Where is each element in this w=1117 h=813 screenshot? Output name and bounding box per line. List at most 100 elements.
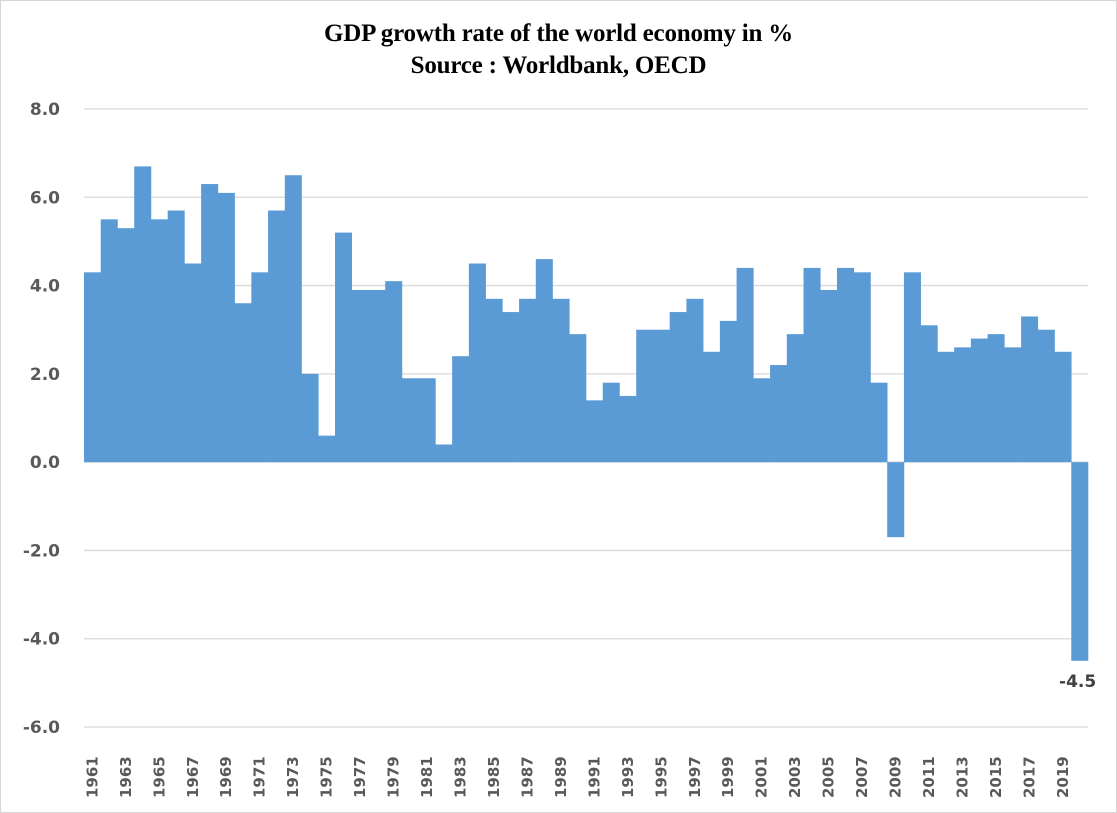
bar-1981 [418, 378, 436, 463]
y-tick-label: 0.0 [30, 453, 60, 473]
bar-1998 [703, 351, 721, 463]
bar-1966 [167, 210, 185, 463]
bar-1977 [351, 289, 369, 463]
bar-1971 [251, 272, 269, 463]
bar-2011 [920, 325, 938, 463]
bar-1969 [217, 192, 235, 463]
x-tick-label: 2013 [954, 756, 972, 798]
x-tick-label: 2003 [786, 756, 804, 798]
bar-2015 [987, 334, 1005, 463]
x-tick-label: 1983 [452, 756, 470, 798]
bar-2010 [903, 272, 921, 463]
x-tick-label: 1987 [518, 756, 536, 798]
bar-2008 [870, 382, 888, 463]
bar-1988 [535, 259, 553, 463]
bar-2004 [803, 267, 821, 463]
x-tick-label: 2005 [820, 756, 838, 798]
bar-1997 [686, 298, 704, 463]
y-tick-label: 4.0 [30, 277, 60, 297]
bar-2019 [1054, 351, 1072, 463]
bar-1987 [519, 298, 537, 463]
x-tick-label: 1981 [418, 756, 436, 798]
x-tick-label: 1989 [552, 756, 570, 798]
chart-title: GDP growth rate of the world economy in … [323, 20, 794, 47]
bar-1963 [117, 228, 135, 463]
chart-subtitle: Source : Worldbank, OECD [410, 52, 707, 79]
bar-2009 [887, 462, 905, 538]
bar-1992 [602, 382, 620, 463]
bar-1962 [100, 219, 118, 463]
x-tick-label: 1999 [719, 756, 737, 798]
bar-1976 [335, 232, 353, 463]
bar-1968 [201, 184, 219, 463]
bar-1984 [468, 263, 486, 463]
bar-2020 [1071, 462, 1089, 661]
bar-1991 [586, 400, 604, 463]
bar-2000 [736, 267, 754, 463]
bar-1970 [234, 303, 252, 463]
x-tick-label: 1965 [150, 756, 168, 798]
bar-1961 [84, 272, 102, 463]
x-tick-label: 2017 [1020, 756, 1038, 798]
data-labels: -4.5 [1059, 672, 1096, 692]
x-tick-label: 2007 [853, 756, 871, 798]
bar-1994 [636, 329, 654, 463]
bar-1975 [318, 435, 336, 463]
bar-1964 [134, 166, 152, 463]
bar-2012 [937, 351, 955, 463]
x-tick-label: 1985 [485, 756, 503, 798]
y-tick-label: -4.0 [23, 630, 60, 650]
data-label: -4.5 [1059, 672, 1096, 692]
x-tick-label: 1963 [117, 756, 135, 798]
y-tick-label: -6.0 [23, 718, 60, 738]
bar-2002 [770, 365, 788, 463]
bar-1982 [435, 444, 453, 463]
x-axis: 1961 1963 1965 1967 1969 1971 1973 1975 1977 1979… [83, 756, 1072, 798]
bar-1985 [485, 298, 503, 463]
x-tick-label: 2011 [920, 756, 938, 798]
bar-1967 [184, 263, 202, 463]
bar-1983 [452, 356, 470, 463]
x-tick-label: 1973 [284, 756, 302, 798]
x-tick-label: 1969 [217, 756, 235, 798]
y-axis: 8.0 6.0 4.0 2.0 0.0 -2.0 -4.0 -6.0 [23, 100, 60, 738]
bar-2005 [820, 289, 838, 463]
bar-1995 [652, 329, 670, 463]
bar-2018 [1037, 329, 1055, 463]
bar-2001 [753, 378, 771, 463]
bar-2013 [954, 347, 972, 463]
bar-2006 [837, 267, 855, 463]
x-tick-label: 1991 [585, 756, 603, 798]
bar-1996 [669, 312, 687, 463]
x-tick-label: 1997 [686, 756, 704, 798]
bar-2014 [970, 338, 988, 463]
x-tick-label: 1993 [619, 756, 637, 798]
x-tick-label: 1967 [184, 756, 202, 798]
bar-1965 [150, 219, 168, 463]
bar-1978 [368, 289, 386, 463]
x-tick-label: 1975 [318, 756, 336, 798]
bar-2007 [853, 272, 871, 463]
x-tick-label: 2001 [753, 756, 771, 798]
bar-2017 [1021, 316, 1039, 463]
x-tick-label: 2015 [987, 756, 1005, 798]
bar-1986 [502, 312, 520, 463]
bar-1993 [619, 395, 637, 463]
x-tick-label: 1977 [351, 756, 369, 798]
y-tick-label: -2.0 [23, 541, 60, 561]
bar-1999 [719, 320, 737, 463]
x-tick-label: 1995 [652, 756, 670, 798]
bar-1974 [301, 373, 319, 463]
bar-1973 [284, 175, 302, 463]
bar-1989 [552, 298, 570, 463]
bar-1972 [268, 210, 286, 463]
y-tick-label: 8.0 [30, 100, 60, 120]
bars [84, 166, 1089, 661]
bar-1979 [385, 281, 403, 463]
y-tick-label: 2.0 [30, 365, 60, 385]
x-tick-label: 2009 [887, 756, 905, 798]
y-tick-label: 6.0 [30, 188, 60, 208]
bar-1990 [569, 334, 587, 463]
x-tick-label: 1979 [385, 756, 403, 798]
